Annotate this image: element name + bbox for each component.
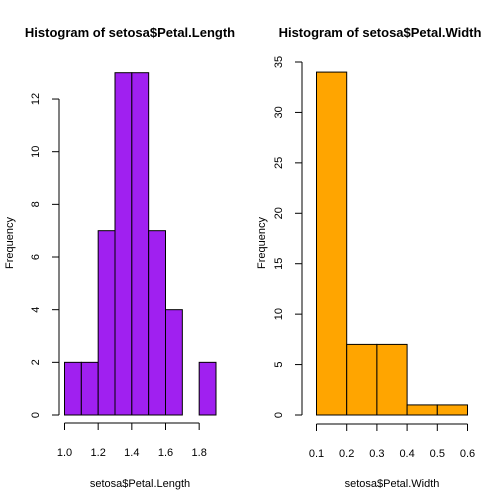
y-tick-label: 10 xyxy=(273,308,285,320)
histogram-bar xyxy=(407,405,437,415)
y-tick-label: 5 xyxy=(273,362,285,368)
histogram-bar xyxy=(377,344,407,415)
histogram-bar xyxy=(149,231,166,415)
histogram-bar xyxy=(132,73,149,415)
x-tick-label: 1.6 xyxy=(158,447,173,459)
histogram-bar xyxy=(437,405,467,415)
x-tick-label: 1.8 xyxy=(192,447,207,459)
y-tick-label: 0 xyxy=(30,412,42,418)
x-tick-label: 0.5 xyxy=(430,448,445,460)
x-axis-label: setosa$Petal.Width xyxy=(345,478,440,490)
y-tick-label: 25 xyxy=(273,157,285,169)
histogram-bar xyxy=(317,72,347,415)
y-tick-label: 4 xyxy=(30,307,42,313)
y-tick-label: 20 xyxy=(273,207,285,219)
x-tick-label: 0.4 xyxy=(399,448,414,460)
histogram-bar xyxy=(166,310,183,415)
y-tick-label: 6 xyxy=(30,254,42,260)
y-tick-label: 12 xyxy=(30,93,42,105)
y-axis-label: Frequency xyxy=(4,217,16,269)
histogram-bar xyxy=(347,344,377,415)
y-tick-label: 8 xyxy=(30,201,42,207)
x-tick-label: 0.1 xyxy=(309,448,324,460)
histogram-bar xyxy=(81,362,98,415)
histogram-bar xyxy=(115,73,132,415)
y-axis-label: Frequency xyxy=(256,217,268,269)
x-tick-label: 0.6 xyxy=(460,448,475,460)
y-tick-label: 10 xyxy=(30,146,42,158)
x-tick-label: 0.2 xyxy=(339,448,354,460)
x-tick-label: 1.0 xyxy=(57,447,72,459)
x-axis-label: setosa$Petal.Length xyxy=(90,478,190,490)
x-tick-label: 1.2 xyxy=(91,447,106,459)
y-tick-label: 0 xyxy=(273,412,285,418)
histogram-bar xyxy=(98,231,115,415)
histogram-bar xyxy=(199,362,216,415)
y-tick-label: 2 xyxy=(30,359,42,365)
y-tick-label: 30 xyxy=(273,106,285,118)
y-tick-label: 35 xyxy=(273,56,285,68)
x-tick-label: 0.3 xyxy=(369,448,384,460)
histogram-bar xyxy=(65,362,82,415)
y-tick-label: 15 xyxy=(273,258,285,270)
chart-title: Histogram of setosa$Petal.Length xyxy=(25,25,235,40)
x-tick-label: 1.4 xyxy=(124,447,139,459)
chart-title: Histogram of setosa$Petal.Width xyxy=(279,25,482,40)
